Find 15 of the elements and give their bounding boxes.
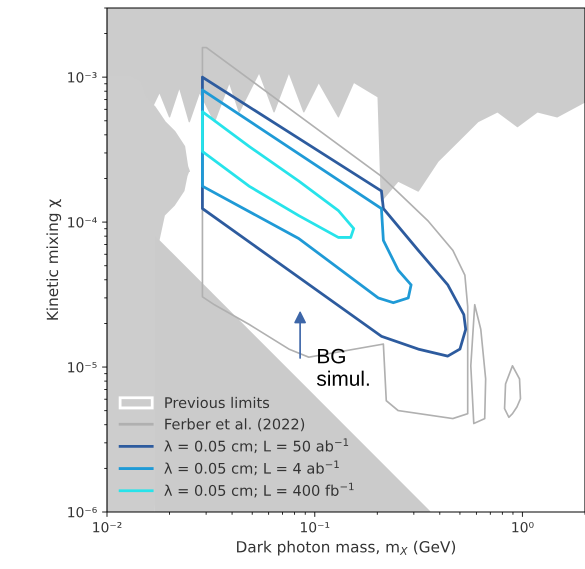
y-tick-label: 10⁻⁵ <box>68 362 97 373</box>
legend-label: λ = 0.05 cm; L = 50 ab$^{−1}$ <box>164 438 348 454</box>
x-axis-title: Dark photon mass, m$_{X}$ (GeV) <box>237 540 456 556</box>
y-axis-title: Kinetic mixing χ <box>46 199 62 320</box>
x-tick-label: 10⁰ <box>512 522 534 532</box>
annotation: BG simul. <box>316 348 369 386</box>
y-tick-label: 10⁻⁴ <box>68 217 97 228</box>
legend-label: λ = 0.05 cm; L = 400 fb$^{−1}$ <box>164 482 354 498</box>
legend-label: Ferber et al. (2022) <box>165 418 304 432</box>
x-tick-label: 10⁻² <box>93 522 122 532</box>
legend-label: Previous limits <box>165 396 270 408</box>
y-tick-label: 10⁻⁶ <box>68 506 97 518</box>
x-tick-label: 10⁻¹ <box>300 522 330 532</box>
legend-label: λ = 0.05 cm; L = 4 ab$^{−1}$ <box>164 460 339 476</box>
y-tick-label: 10⁻³ <box>68 72 97 83</box>
